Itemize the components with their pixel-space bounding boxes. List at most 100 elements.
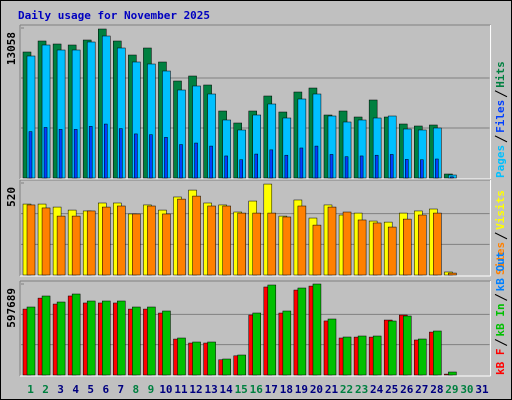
x-tick-label: 15 [235, 383, 248, 396]
bar [252, 312, 261, 376]
legend-label: Files [494, 100, 507, 133]
bar [405, 159, 409, 179]
x-tick-label: 5 [87, 383, 94, 396]
bar [192, 341, 201, 376]
x-tick-label: 14 [220, 383, 234, 396]
legend-separator [494, 135, 508, 143]
legend-separator [494, 90, 508, 98]
x-tick-label: 12 [189, 383, 202, 396]
legend-separator [494, 232, 508, 240]
x-tick-label: 22 [340, 383, 353, 396]
legend-label: kB Out [494, 252, 507, 292]
bar [73, 129, 78, 179]
bar [71, 293, 81, 376]
bar [389, 154, 394, 179]
bar [86, 210, 96, 276]
legend-label: kB F [494, 349, 507, 376]
bar [403, 218, 412, 276]
bar [28, 131, 33, 179]
bar [314, 145, 319, 179]
bar [119, 128, 123, 179]
bar [132, 213, 141, 276]
bar [177, 337, 186, 376]
bar [102, 300, 111, 376]
bar [192, 195, 201, 276]
bar [41, 295, 51, 376]
x-tick-label: 24 [370, 383, 384, 396]
bar [254, 153, 258, 179]
bar [387, 320, 397, 376]
bar [372, 222, 382, 276]
bar [374, 154, 379, 179]
bar [86, 300, 96, 376]
bar [299, 147, 304, 179]
bar [387, 226, 397, 276]
bar [372, 335, 382, 376]
bar [327, 206, 337, 276]
legend-separator [494, 293, 508, 301]
bar [329, 154, 334, 179]
bar [357, 335, 367, 376]
x-tick-label: 23 [355, 383, 368, 396]
bar [207, 341, 216, 376]
bar [433, 212, 442, 276]
bar [132, 306, 141, 376]
x-tick-label: 11 [174, 383, 188, 396]
bar [252, 212, 261, 276]
bar [297, 287, 307, 376]
bar [117, 300, 126, 376]
legend-separator [494, 339, 508, 346]
legend-label: Pages [494, 145, 507, 178]
bar [342, 336, 352, 376]
y-tick-label: 13058 [5, 32, 18, 65]
x-tick-label: 20 [310, 383, 323, 396]
x-tick-label: 21 [325, 383, 339, 396]
legend: Sites Visits [494, 190, 508, 275]
bar [222, 205, 231, 276]
bar [134, 133, 138, 179]
x-tick-label: 13 [204, 383, 217, 396]
x-tick-label: 9 [148, 383, 155, 396]
bar [297, 205, 307, 276]
x-tick-label: 17 [265, 383, 278, 396]
x-tick-label: 16 [250, 383, 264, 396]
x-tick-label: 19 [295, 383, 308, 396]
bar [162, 213, 171, 276]
legend-label: Hits [494, 61, 507, 88]
bar [448, 272, 457, 276]
bar [450, 176, 454, 179]
bar [312, 224, 322, 276]
y-tick-label: 520 [5, 187, 18, 207]
bar [342, 211, 352, 276]
legend-label: kB In [494, 303, 507, 336]
bar [312, 283, 322, 376]
bar [117, 205, 126, 276]
bar [237, 354, 246, 376]
x-tick-label: 25 [385, 383, 398, 396]
bar [327, 318, 337, 376]
bar [237, 212, 246, 276]
bar [357, 219, 367, 276]
bar [71, 215, 81, 276]
bar [418, 338, 427, 376]
bar [222, 358, 231, 376]
bar [56, 301, 66, 376]
bar [102, 206, 111, 276]
x-tick-label: 8 [133, 383, 140, 396]
bar [177, 198, 186, 276]
x-tick-label: 3 [57, 383, 64, 396]
bar [284, 154, 289, 179]
x-tick-label: 30 [460, 383, 473, 396]
bar [418, 214, 427, 276]
x-tick-label: 18 [280, 383, 293, 396]
bar [194, 142, 198, 179]
bar [207, 205, 216, 276]
bar [104, 123, 108, 179]
bar [41, 207, 51, 276]
legend: kB F kB In kB Out [494, 252, 508, 376]
x-tick-label: 27 [415, 383, 428, 396]
bar [448, 371, 457, 376]
bar [433, 330, 442, 376]
x-tick-label: 26 [400, 383, 414, 396]
